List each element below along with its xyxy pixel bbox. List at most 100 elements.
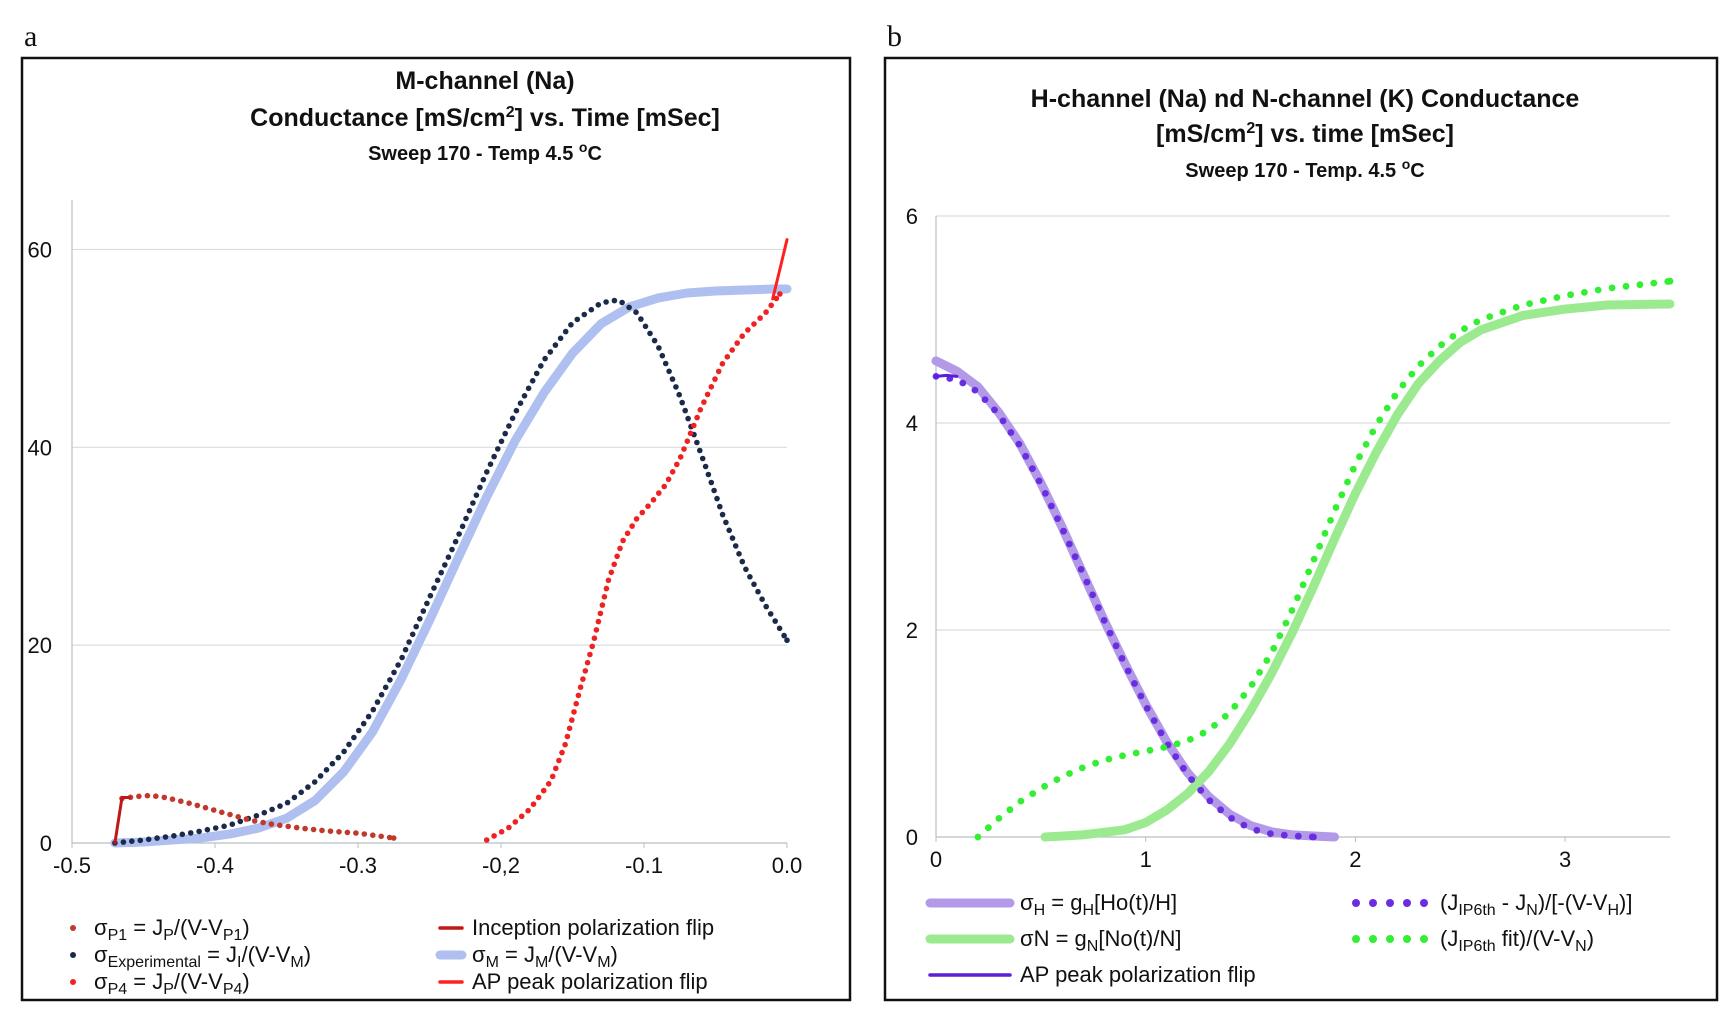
data-point xyxy=(1310,833,1317,841)
data-point xyxy=(1270,644,1278,652)
data-point xyxy=(708,384,715,390)
data-point xyxy=(229,821,236,827)
panel-a-frame xyxy=(20,56,852,1002)
legend-item-sigmaN: σN = gN[No(t)/N] xyxy=(925,926,1181,955)
data-point xyxy=(1316,542,1323,550)
x-tick-label: -0.1 xyxy=(625,853,663,878)
data-point xyxy=(593,627,600,633)
data-point xyxy=(553,765,559,772)
data-point xyxy=(603,299,609,305)
data-point xyxy=(202,804,209,811)
data-point xyxy=(285,823,292,830)
data-point xyxy=(227,811,233,818)
series-line xyxy=(934,373,959,378)
data-point xyxy=(438,569,445,576)
data-point xyxy=(959,379,967,387)
data-point xyxy=(1022,452,1030,460)
data-point xyxy=(406,639,412,645)
data-point xyxy=(518,813,525,820)
data-point xyxy=(739,333,745,340)
legend-item-nFit: (JIP6th fit)/(V-VN) xyxy=(1352,926,1594,955)
data-point xyxy=(1146,746,1154,754)
data-point xyxy=(1029,790,1037,797)
data-point xyxy=(971,386,979,394)
data-point xyxy=(445,554,452,560)
data-point xyxy=(557,335,564,342)
legend-label: (JIP6th - JN)/[-(V-VH)] xyxy=(1440,890,1633,919)
legend-label: σN = gN[No(t)/N] xyxy=(1020,926,1181,955)
data-point xyxy=(495,446,501,452)
data-point xyxy=(1180,764,1187,772)
data-point xyxy=(284,799,291,806)
data-point xyxy=(974,833,982,841)
data-point xyxy=(1288,607,1296,614)
data-point xyxy=(409,631,416,638)
legend-item-sigmaH: σH = gH[Ho(t)/H] xyxy=(925,890,1177,919)
data-point xyxy=(269,806,275,813)
data-point xyxy=(597,610,604,617)
data-point xyxy=(506,423,512,429)
data-point xyxy=(564,733,571,740)
data-point xyxy=(1666,277,1674,285)
legend-swatch xyxy=(70,952,76,958)
data-point xyxy=(1356,453,1363,461)
data-point xyxy=(1100,617,1108,624)
data-point xyxy=(1427,350,1435,358)
legend-label: σH = gH[Ho(t)/H] xyxy=(1020,890,1177,919)
data-point xyxy=(480,476,487,483)
data-point xyxy=(701,399,707,405)
data-point xyxy=(751,581,757,588)
data-point xyxy=(1256,669,1263,676)
data-point xyxy=(427,592,434,599)
data-point xyxy=(1622,282,1630,290)
series-nFit xyxy=(974,277,1674,841)
legend-item-sigmaP4: σP4 = JP/(V-VP4) xyxy=(70,969,250,998)
data-point xyxy=(767,611,774,617)
data-point xyxy=(549,773,556,780)
data-point xyxy=(1294,832,1302,840)
data-point xyxy=(243,816,250,822)
data-point xyxy=(691,422,697,429)
data-point xyxy=(751,321,757,327)
legend-label: AP peak polarization flip xyxy=(472,969,708,994)
legend-label: Inception polarization flip xyxy=(472,915,714,940)
data-point xyxy=(374,699,381,705)
y-tick-label: 4 xyxy=(906,411,918,436)
data-point xyxy=(629,523,635,529)
data-point xyxy=(1636,281,1644,289)
data-point xyxy=(595,618,602,625)
panel-a-title-line3: Sweep 170 - Temp 4.5 oC xyxy=(368,139,602,165)
data-point xyxy=(491,453,497,460)
data-point xyxy=(1299,581,1307,589)
data-point xyxy=(776,625,783,632)
legend-swatch xyxy=(1369,899,1377,907)
series-sigmaN xyxy=(1040,299,1675,842)
data-point xyxy=(677,454,684,460)
data-point xyxy=(685,415,691,422)
data-point xyxy=(395,662,401,668)
series-sigmaP4 xyxy=(483,291,783,843)
data-point xyxy=(573,700,579,707)
x-tick-label: 2 xyxy=(1349,847,1361,872)
data-point xyxy=(611,297,618,304)
data-point xyxy=(784,637,790,644)
x-tick-label: -0.4 xyxy=(196,853,234,878)
data-point xyxy=(1206,797,1214,805)
x-tick-label: 0.0 xyxy=(772,853,803,878)
data-point xyxy=(1338,491,1346,499)
data-point xyxy=(729,535,736,541)
data-point xyxy=(647,330,653,337)
data-point xyxy=(1408,370,1416,378)
data-point xyxy=(642,323,649,330)
data-point xyxy=(1263,657,1271,664)
data-point xyxy=(305,784,311,790)
data-point xyxy=(311,779,318,785)
series-line xyxy=(1040,299,1675,842)
legend-swatch xyxy=(1352,899,1360,907)
data-point xyxy=(656,490,662,496)
panel-label-a: a xyxy=(24,20,37,53)
data-point xyxy=(1060,527,1067,535)
data-point xyxy=(1112,642,1120,650)
data-point xyxy=(235,814,241,820)
panel-a-plot: -0.5 -0.4 -0.3 -0,2 -0.1 0.0 0 20 40 60 xyxy=(28,200,803,878)
